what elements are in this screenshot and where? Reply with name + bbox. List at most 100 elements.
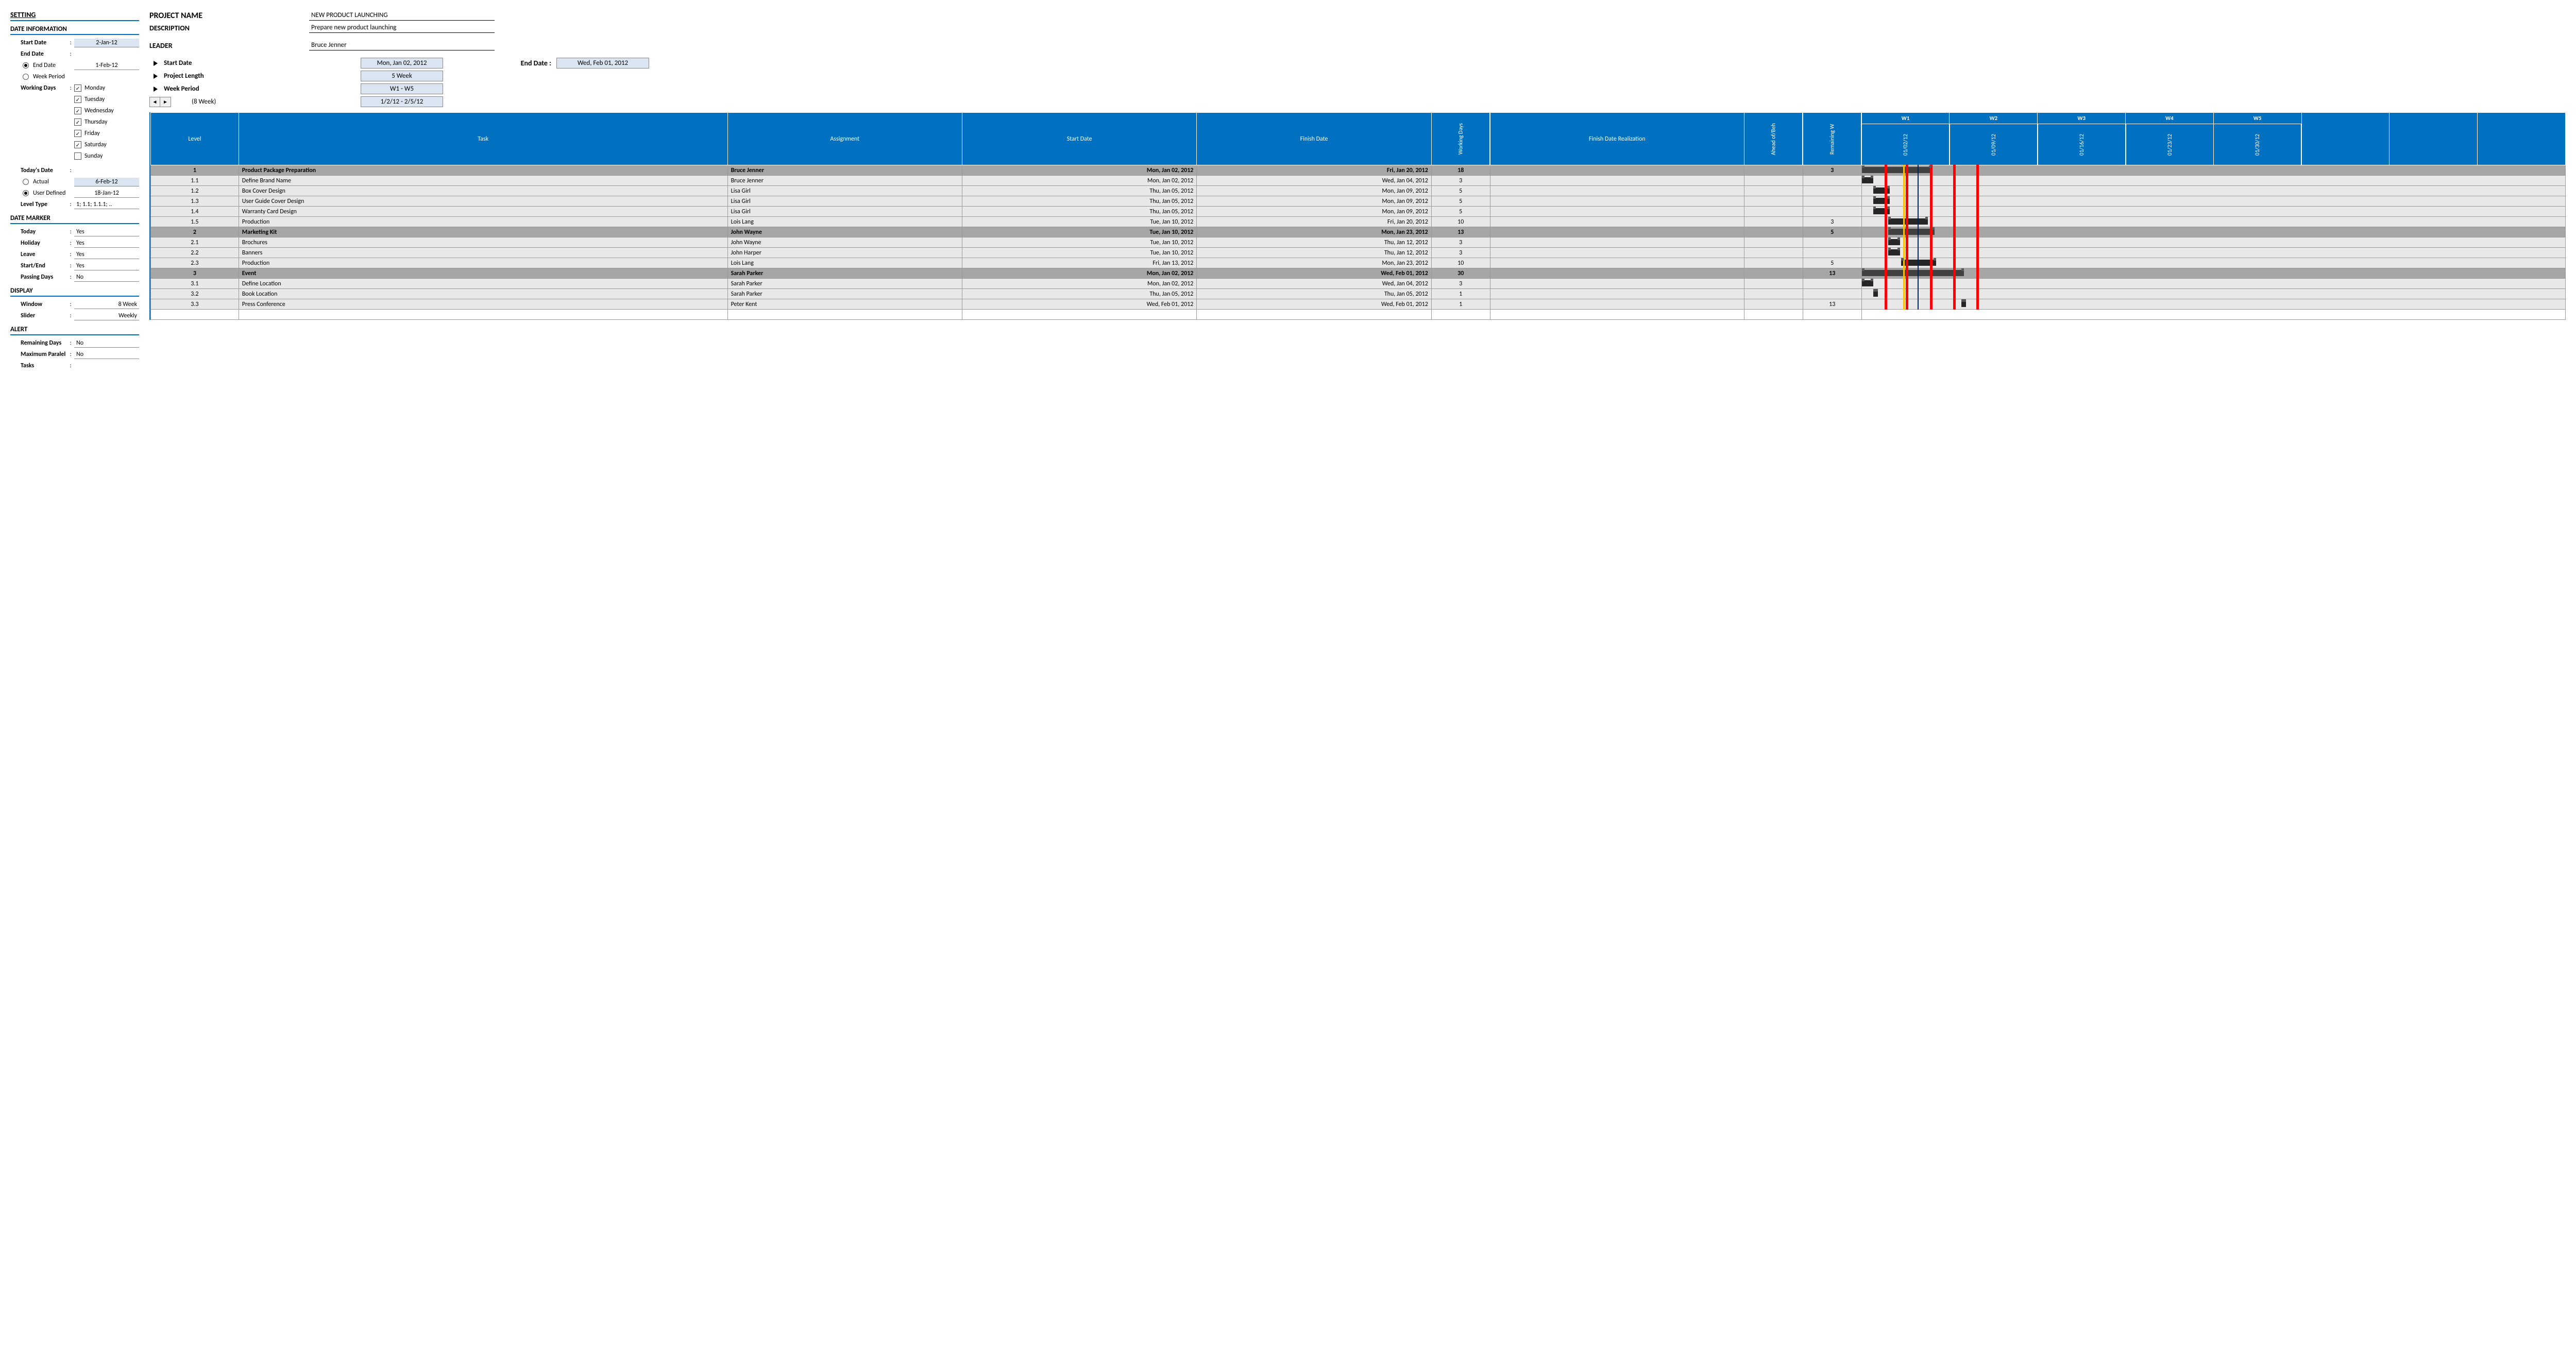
table-row[interactable]: 1.2Box Cover DesignLisa GirlThu, Jan 05,… <box>151 186 2566 196</box>
setting-value[interactable]: No <box>74 273 139 282</box>
week-date: 01/02/12 <box>1861 124 1950 165</box>
cell-ab <box>1744 186 1803 196</box>
user-defined-value[interactable]: 18-Jan-12 <box>74 189 139 198</box>
cell-fdr[interactable] <box>1490 196 1744 207</box>
cell-fdr[interactable] <box>1490 279 1744 289</box>
end-date-option-value[interactable]: 1-Feb-12 <box>74 61 139 70</box>
week-period-radio[interactable] <box>23 74 29 80</box>
description-value[interactable]: Prepare new product launching <box>309 23 495 33</box>
setting-value[interactable]: Yes <box>74 228 139 236</box>
marker-end <box>1897 248 1900 250</box>
col-remaining: Remaining W <box>1803 113 1861 165</box>
settings-title: SETTING <box>10 10 139 21</box>
main-panel: PROJECT NAME NEW PRODUCT LAUNCHING DESCR… <box>149 10 2566 371</box>
day-checkbox-saturday[interactable]: ✓ <box>74 141 81 148</box>
slider-buttons[interactable]: ◄► <box>149 97 171 107</box>
level-type-value[interactable]: 1; 1.1; 1.1.1; .. <box>74 200 139 209</box>
start-date-value[interactable]: 2-Jan-12 <box>74 39 139 47</box>
cell-assign: Bruce Jenner <box>727 165 962 176</box>
setting-value[interactable]: Yes <box>74 262 139 270</box>
cell-ab <box>1744 207 1803 217</box>
table-row[interactable]: 2Marketing KitJohn WayneTue, Jan 10, 201… <box>151 227 2566 237</box>
setting-value[interactable]: Yes <box>74 250 139 259</box>
cell-fdr[interactable] <box>1490 217 1744 227</box>
table-row[interactable]: 3.1Define LocationSarah ParkerMon, Jan 0… <box>151 279 2566 289</box>
table-row[interactable]: 1.3User Guide Cover DesignLisa GirlThu, … <box>151 196 2566 207</box>
cell-wd: 5 <box>1431 186 1490 196</box>
user-defined-radio[interactable] <box>23 190 29 196</box>
cell-finish: Mon, Jan 09, 2012 <box>1197 196 1431 207</box>
cell-task: Box Cover Design <box>239 186 727 196</box>
cell-fdr[interactable] <box>1490 248 1744 258</box>
marker-red <box>1953 185 1956 196</box>
cell-fdr[interactable] <box>1490 299 1744 310</box>
cell-task: Define Location <box>239 279 727 289</box>
project-name-value[interactable]: NEW PRODUCT LAUNCHING <box>309 10 495 21</box>
day-checkbox-wednesday[interactable]: ✓ <box>74 107 81 114</box>
table-row[interactable]: 1.4Warranty Card DesignLisa GirlThu, Jan… <box>151 207 2566 217</box>
day-checkbox-friday[interactable]: ✓ <box>74 130 81 137</box>
setting-value[interactable]: No <box>74 339 139 348</box>
actual-value[interactable]: 6-Feb-12 <box>74 178 139 186</box>
setting-value[interactable]: 8 Week <box>74 300 139 309</box>
cell-fdr[interactable] <box>1490 165 1744 176</box>
setting-value[interactable]: Yes <box>74 239 139 248</box>
setting-label: Slider <box>10 312 67 319</box>
table-row[interactable]: 2.1BrochuresJohn WayneTue, Jan 10, 2012T… <box>151 237 2566 248</box>
table-row[interactable]: 1.1Define Brand NameBruce JennerMon, Jan… <box>151 176 2566 186</box>
cell-start: Wed, Feb 01, 2012 <box>962 299 1196 310</box>
marker-blue <box>1918 258 1919 268</box>
cell-wd: 5 <box>1431 207 1490 217</box>
cell-fdr[interactable] <box>1490 268 1744 279</box>
table-row[interactable]: 2.2BannersJohn HarperTue, Jan 10, 2012Th… <box>151 248 2566 258</box>
cell-rw <box>1803 289 1861 299</box>
end-date-radio[interactable] <box>23 62 29 69</box>
marker-yellow <box>1903 268 1905 279</box>
cell-finish: Thu, Jan 05, 2012 <box>1197 289 1431 299</box>
cell-assign: John Wayne <box>727 237 962 248</box>
cell-fdr[interactable] <box>1490 186 1744 196</box>
cell-start: Mon, Jan 02, 2012 <box>962 268 1196 279</box>
cell-fdr[interactable] <box>1490 258 1744 268</box>
table-row[interactable]: 3.3Press ConferencePeter KentWed, Feb 01… <box>151 299 2566 310</box>
day-checkbox-thursday[interactable]: ✓ <box>74 118 81 126</box>
marker-blue <box>1918 185 1919 196</box>
table-row[interactable]: 1.5ProductionLois LangTue, Jan 10, 2012F… <box>151 217 2566 227</box>
col-working-days: Working Days <box>1431 113 1490 165</box>
level-type-label: Level Type <box>10 201 67 208</box>
cell-fdr[interactable] <box>1490 227 1744 237</box>
setting-value[interactable]: Weekly <box>74 312 139 320</box>
marker-blue <box>1918 237 1919 248</box>
actual-option-label: Actual <box>33 178 49 185</box>
day-checkbox-tuesday[interactable]: ✓ <box>74 96 81 103</box>
cell-fdr[interactable] <box>1490 176 1744 186</box>
slider-left-icon[interactable]: ◄ <box>150 97 160 107</box>
setting-value[interactable]: No <box>74 350 139 359</box>
cell-fdr[interactable] <box>1490 289 1744 299</box>
marker-red <box>1906 227 1908 237</box>
marker-red <box>1976 227 1979 237</box>
table-row[interactable]: 1Product Package PreparationBruce Jenner… <box>151 165 2566 176</box>
marker-start <box>1901 258 1904 261</box>
table-row[interactable]: 3EventSarah ParkerMon, Jan 02, 2012Wed, … <box>151 268 2566 279</box>
cell-finish: Fri, Jan 20, 2012 <box>1197 165 1431 176</box>
cell-fdr[interactable] <box>1490 237 1744 248</box>
marker-red <box>1953 247 1956 258</box>
slider-right-icon[interactable]: ► <box>160 97 171 107</box>
date-marker-title: DATE MARKER <box>10 214 139 224</box>
cell-fdr[interactable] <box>1490 207 1744 217</box>
marker-end <box>1871 176 1873 178</box>
table-row[interactable]: 2.3ProductionLois LangFri, Jan 13, 2012M… <box>151 258 2566 268</box>
marker-red <box>1930 185 1933 196</box>
cell-ab <box>1744 268 1803 279</box>
cell-task: Product Package Preparation <box>239 165 727 176</box>
marker-red <box>1906 196 1908 207</box>
day-checkbox-sunday[interactable] <box>74 152 81 160</box>
cell-level: 3 <box>151 268 239 279</box>
leader-value[interactable]: Bruce Jenner <box>309 40 495 50</box>
actual-radio[interactable] <box>23 179 29 185</box>
marker-red <box>1976 237 1979 248</box>
day-checkbox-monday[interactable]: ✓ <box>74 84 81 92</box>
table-row[interactable]: 3.2Book LocationSarah ParkerThu, Jan 05,… <box>151 289 2566 299</box>
marker-yellow <box>1903 247 1905 258</box>
